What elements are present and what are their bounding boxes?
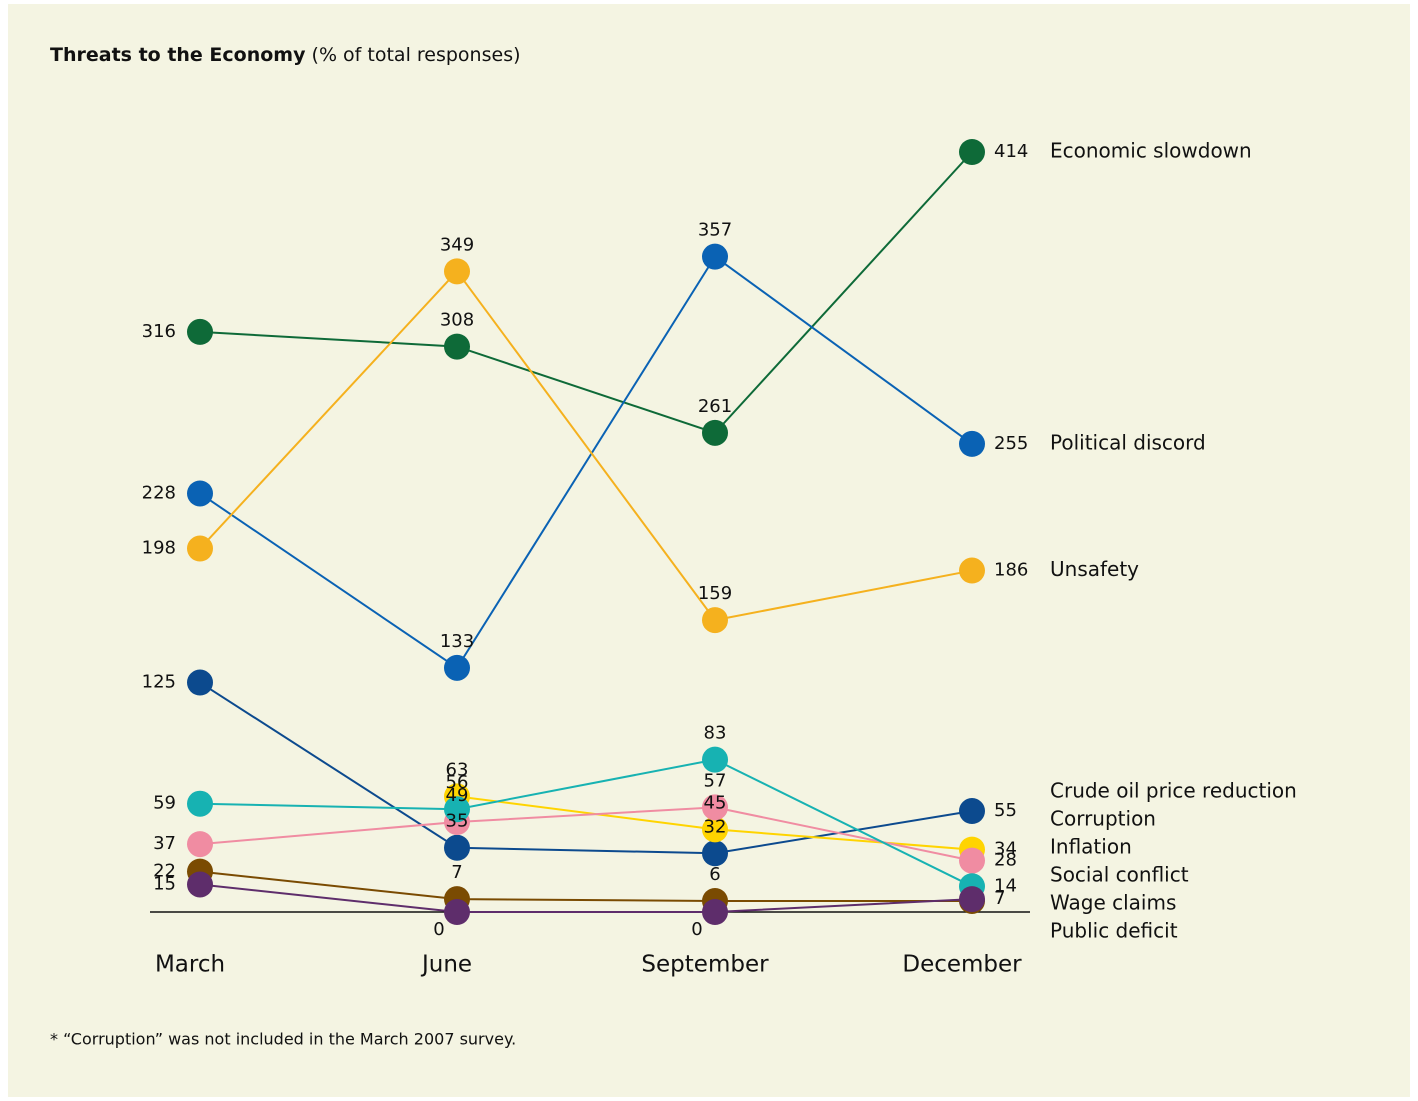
markers bbox=[187, 139, 985, 925]
value-label: 34 bbox=[994, 839, 1017, 860]
point bbox=[187, 318, 213, 345]
x-tick-label: June bbox=[420, 952, 472, 978]
series-line bbox=[199, 269, 973, 622]
point bbox=[702, 419, 728, 446]
value-label: 308 bbox=[440, 310, 474, 331]
point bbox=[187, 871, 213, 898]
value-label: 15 bbox=[153, 873, 176, 894]
point bbox=[702, 816, 728, 843]
chart-subtitle: (% of total responses) bbox=[312, 44, 521, 66]
point bbox=[702, 746, 728, 773]
legend-label: Public deficit bbox=[1050, 919, 1178, 943]
value-label: 198 bbox=[142, 538, 176, 559]
series-line bbox=[199, 255, 973, 670]
point bbox=[959, 557, 985, 584]
value-label: 228 bbox=[142, 482, 176, 503]
footnote: * “Corruption” was not included in the M… bbox=[50, 1030, 516, 1049]
x-tick-label: March bbox=[155, 952, 225, 978]
series-line bbox=[199, 883, 973, 913]
point bbox=[959, 430, 985, 457]
value-label: 7 bbox=[994, 888, 1005, 909]
value-label: 133 bbox=[440, 631, 474, 652]
point bbox=[187, 669, 213, 696]
series-line bbox=[199, 806, 973, 862]
point bbox=[702, 840, 728, 867]
point bbox=[702, 243, 728, 270]
x-tick-label: September bbox=[641, 952, 769, 978]
x-tick-label: December bbox=[902, 952, 1022, 978]
value-label: 186 bbox=[994, 560, 1028, 581]
point bbox=[702, 899, 728, 925]
value-label: 349 bbox=[440, 234, 474, 255]
value-label: 414 bbox=[994, 141, 1028, 162]
value-label: 159 bbox=[698, 583, 732, 604]
value-label: 49 bbox=[446, 785, 469, 806]
point bbox=[444, 796, 470, 823]
point bbox=[959, 798, 985, 825]
value-label: 63 bbox=[446, 759, 469, 780]
background bbox=[8, 4, 1410, 1097]
value-label: 28 bbox=[994, 850, 1017, 871]
legend-label: Inflation bbox=[1050, 835, 1132, 859]
value-label: 59 bbox=[153, 793, 176, 814]
point bbox=[702, 607, 728, 634]
value-label: 7 bbox=[451, 862, 462, 883]
series-line bbox=[199, 151, 973, 435]
value-label: 37 bbox=[153, 833, 176, 854]
value-label: 261 bbox=[698, 396, 732, 417]
point bbox=[187, 480, 213, 507]
series-line bbox=[199, 681, 973, 855]
series-line bbox=[199, 870, 972, 902]
title-line: Threats to the Economy (% of total respo… bbox=[50, 44, 521, 66]
point bbox=[187, 831, 213, 858]
value-label: 55 bbox=[994, 800, 1017, 821]
legend-label: Economic slowdown bbox=[1050, 139, 1252, 163]
legend-label: Corruption bbox=[1050, 807, 1156, 831]
chart-title: Threats to the Economy bbox=[50, 44, 306, 66]
point bbox=[959, 847, 985, 874]
series-line bbox=[199, 758, 973, 888]
value-label: 255 bbox=[994, 433, 1028, 454]
legend-label: Wage claims bbox=[1050, 891, 1176, 915]
value-label: 83 bbox=[704, 723, 727, 744]
value-label: 35 bbox=[446, 811, 469, 832]
legend-label: Political discord bbox=[1050, 430, 1206, 454]
value-label: 45 bbox=[704, 792, 727, 813]
point bbox=[444, 333, 470, 360]
legend-label: Unsafety bbox=[1050, 557, 1139, 581]
point bbox=[187, 535, 213, 562]
value-label: 125 bbox=[142, 672, 176, 693]
point bbox=[444, 899, 470, 925]
point bbox=[444, 834, 470, 861]
point bbox=[187, 790, 213, 817]
point bbox=[444, 654, 470, 681]
value-label: 357 bbox=[698, 220, 732, 241]
value-label: 56 bbox=[446, 772, 469, 793]
value-label: 32 bbox=[704, 816, 727, 837]
value-label: 6 bbox=[709, 864, 720, 885]
value-label: 316 bbox=[142, 321, 176, 342]
point bbox=[444, 258, 470, 285]
value-label: 57 bbox=[704, 770, 727, 791]
point bbox=[702, 794, 728, 821]
point bbox=[959, 139, 985, 165]
value-label: 0 bbox=[433, 919, 444, 940]
legend-label: Social conflict bbox=[1050, 863, 1189, 887]
value-label: 14 bbox=[994, 875, 1017, 896]
value-label: 22 bbox=[153, 861, 176, 882]
value-labels: 3163082614142281333572551983491591861253… bbox=[142, 141, 1029, 940]
point bbox=[959, 886, 985, 913]
legend-label: Crude oil price reduction bbox=[1050, 779, 1297, 803]
value-label: 0 bbox=[691, 919, 702, 940]
